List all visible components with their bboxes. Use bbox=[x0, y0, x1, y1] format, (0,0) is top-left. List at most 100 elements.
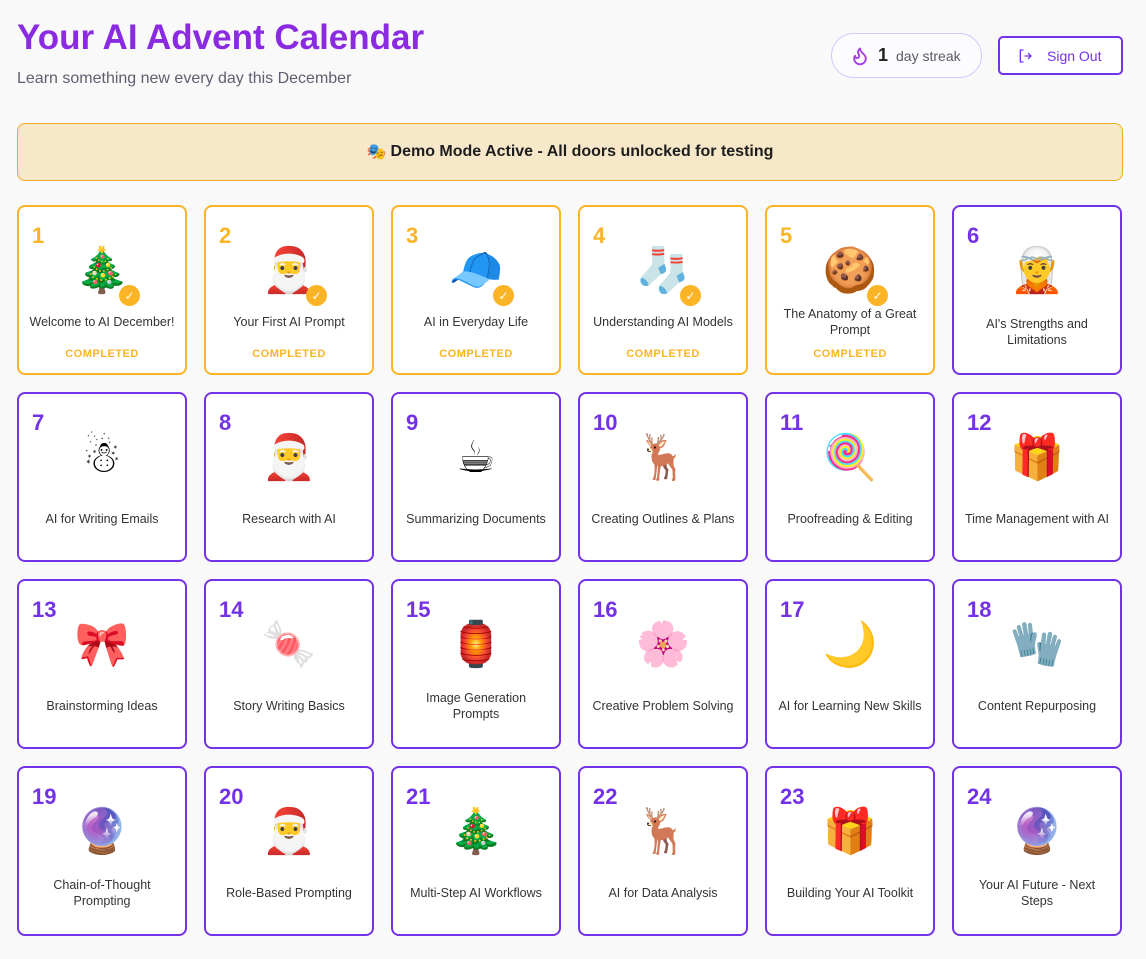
day-title: AI for Learning New Skills bbox=[778, 699, 922, 713]
calendar-grid: 1 🎄 Welcome to AI December! ✓ COMPLETED 2 … bbox=[17, 205, 1122, 936]
day-number: 15 bbox=[406, 597, 431, 622]
status-badge: COMPLETED bbox=[252, 348, 326, 360]
calendar-door-13[interactable]: 13 🎀 Brainstorming Ideas bbox=[17, 579, 187, 749]
day-number: 17 bbox=[780, 597, 805, 622]
calendar-door-18[interactable]: 18 🧤 Content Repurposing bbox=[952, 579, 1122, 749]
check-icon: ✓ bbox=[867, 285, 888, 306]
day-number: 18 bbox=[967, 597, 992, 622]
day-illustration-icon: 🌸 bbox=[635, 620, 691, 669]
day-illustration-icon: 🍪 bbox=[822, 246, 878, 295]
calendar-door-7[interactable]: 7 ☃ AI for Writing Emails bbox=[17, 392, 187, 562]
calendar-door-23[interactable]: 23 🎁 Building Your AI Toolkit bbox=[765, 766, 935, 936]
page-subtitle: Learn something new every day this Decem… bbox=[17, 70, 352, 87]
day-number: 19 bbox=[32, 784, 57, 809]
calendar-door-14[interactable]: 14 🍬 Story Writing Basics bbox=[204, 579, 374, 749]
day-illustration-icon: 🌙 bbox=[822, 620, 878, 669]
day-number: 2 bbox=[219, 223, 232, 248]
day-title: Chain-of-Thought Prompting bbox=[53, 878, 151, 908]
streak-label: day streak bbox=[896, 47, 961, 64]
calendar-door-10[interactable]: 10 🦌 Creating Outlines & Plans bbox=[578, 392, 748, 562]
calendar-door-16[interactable]: 16 🌸 Creative Problem Solving bbox=[578, 579, 748, 749]
calendar-door-12[interactable]: 12 🎁 Time Management with AI bbox=[952, 392, 1122, 562]
day-illustration-icon: 🔮 bbox=[1009, 807, 1065, 856]
demo-mode-banner: 🎭 Demo Mode Active - All doors unlocked … bbox=[17, 123, 1123, 181]
day-title: AI in Everyday Life bbox=[423, 315, 529, 329]
day-number: 6 bbox=[967, 223, 980, 248]
day-number: 23 bbox=[780, 784, 805, 809]
calendar-door-4[interactable]: 4 🧦 Understanding AI Models ✓ COMPLETED bbox=[578, 205, 748, 375]
day-number: 4 bbox=[593, 223, 606, 248]
calendar-door-3[interactable]: 3 🧢 AI in Everyday Life ✓ COMPLETED bbox=[391, 205, 561, 375]
day-title: Summarizing Documents bbox=[406, 512, 546, 526]
day-illustration-icon: 🎀 bbox=[74, 620, 130, 669]
calendar-door-6[interactable]: 6 🧝 AI's Strengths and Limitations bbox=[952, 205, 1122, 375]
day-number: 10 bbox=[593, 410, 618, 435]
day-illustration-icon: 🍭 bbox=[822, 433, 878, 482]
day-illustration-icon: ☕ bbox=[456, 433, 496, 482]
day-number: 12 bbox=[967, 410, 992, 435]
calendar-door-17[interactable]: 17 🌙 AI for Learning New Skills bbox=[765, 579, 935, 749]
streak-badge: 1 day streak bbox=[831, 33, 982, 78]
day-title: Proofreading & Editing bbox=[787, 512, 913, 526]
status-badge: COMPLETED bbox=[626, 348, 700, 360]
day-illustration-icon: 🦌 bbox=[635, 433, 691, 482]
day-number: 7 bbox=[32, 410, 45, 435]
page-title: Your AI Advent Calendar bbox=[17, 18, 425, 57]
check-icon: ✓ bbox=[680, 285, 701, 306]
day-illustration-icon: 🧢 bbox=[448, 246, 504, 295]
day-illustration-icon: ☃ bbox=[82, 433, 122, 482]
day-number: 20 bbox=[219, 784, 244, 809]
day-number: 22 bbox=[593, 784, 618, 809]
calendar-door-15[interactable]: 15 🏮 Image Generation Prompts bbox=[391, 579, 561, 749]
day-illustration-icon: 🎁 bbox=[822, 807, 878, 856]
day-title: Your First AI Prompt bbox=[233, 315, 345, 329]
check-icon: ✓ bbox=[493, 285, 514, 306]
day-illustration-icon: 🎅 bbox=[261, 246, 317, 295]
check-icon: ✓ bbox=[119, 285, 140, 306]
day-illustration-icon: 🍬 bbox=[261, 620, 317, 669]
day-number: 21 bbox=[406, 784, 431, 809]
day-title: Role-Based Prompting bbox=[226, 886, 352, 900]
day-title: Time Management with AI bbox=[964, 512, 1110, 526]
day-illustration-icon: 🏮 bbox=[448, 620, 504, 669]
day-title: Content Repurposing bbox=[977, 699, 1097, 713]
day-illustration-icon: 🎄 bbox=[448, 807, 504, 856]
day-illustration-icon: 🧝 bbox=[1009, 246, 1065, 295]
calendar-door-21[interactable]: 21 🎄 Multi-Step AI Workflows bbox=[391, 766, 561, 936]
day-number: 8 bbox=[219, 410, 232, 435]
calendar-door-19[interactable]: 19 🔮 Chain-of-Thought Prompting bbox=[17, 766, 187, 936]
day-title: Creative Problem Solving bbox=[592, 699, 734, 713]
calendar-door-11[interactable]: 11 🍭 Proofreading & Editing bbox=[765, 392, 935, 562]
calendar-door-9[interactable]: 9 ☕ Summarizing Documents bbox=[391, 392, 561, 562]
theater-masks-icon: 🎭 bbox=[366, 144, 387, 161]
calendar-door-24[interactable]: 24 🔮 Your AI Future - Next Steps bbox=[952, 766, 1122, 936]
day-title: Your AI Future - Next Steps bbox=[978, 878, 1096, 908]
day-title: Multi-Step AI Workflows bbox=[410, 886, 542, 900]
status-badge: COMPLETED bbox=[65, 348, 139, 360]
calendar-door-8[interactable]: 8 🎅 Research with AI bbox=[204, 392, 374, 562]
day-title: Story Writing Basics bbox=[233, 699, 345, 713]
sign-out-button[interactable]: Sign Out bbox=[998, 36, 1123, 75]
day-illustration-icon: 🎁 bbox=[1009, 433, 1065, 482]
sign-out-label: Sign Out bbox=[1047, 47, 1102, 64]
day-title: Understanding AI Models bbox=[593, 315, 733, 329]
day-title: Brainstorming Ideas bbox=[46, 699, 158, 713]
calendar-door-2[interactable]: 2 🎅 Your First AI Prompt ✓ COMPLETED bbox=[204, 205, 374, 375]
calendar-door-1[interactable]: 1 🎄 Welcome to AI December! ✓ COMPLETED bbox=[17, 205, 187, 375]
day-illustration-icon: 🦌 bbox=[635, 807, 691, 856]
day-title: The Anatomy of a Great Prompt bbox=[783, 307, 917, 337]
calendar-door-20[interactable]: 20 🎅 Role-Based Prompting bbox=[204, 766, 374, 936]
calendar-door-5[interactable]: 5 🍪 The Anatomy of a Great Prompt ✓ COMPL… bbox=[765, 205, 935, 375]
day-title: Creating Outlines & Plans bbox=[591, 512, 735, 526]
day-illustration-icon: 🎅 bbox=[261, 807, 317, 856]
day-number: 11 bbox=[780, 410, 804, 435]
day-title: Welcome to AI December! bbox=[29, 315, 175, 329]
calendar-door-22[interactable]: 22 🦌 AI for Data Analysis bbox=[578, 766, 748, 936]
day-number: 3 bbox=[406, 223, 419, 248]
day-title: AI for Data Analysis bbox=[608, 886, 718, 900]
day-number: 14 bbox=[219, 597, 244, 622]
day-number: 1 bbox=[32, 223, 45, 248]
day-number: 24 bbox=[967, 784, 992, 809]
day-number: 9 bbox=[406, 410, 419, 435]
day-illustration-icon: 🔮 bbox=[74, 807, 130, 856]
